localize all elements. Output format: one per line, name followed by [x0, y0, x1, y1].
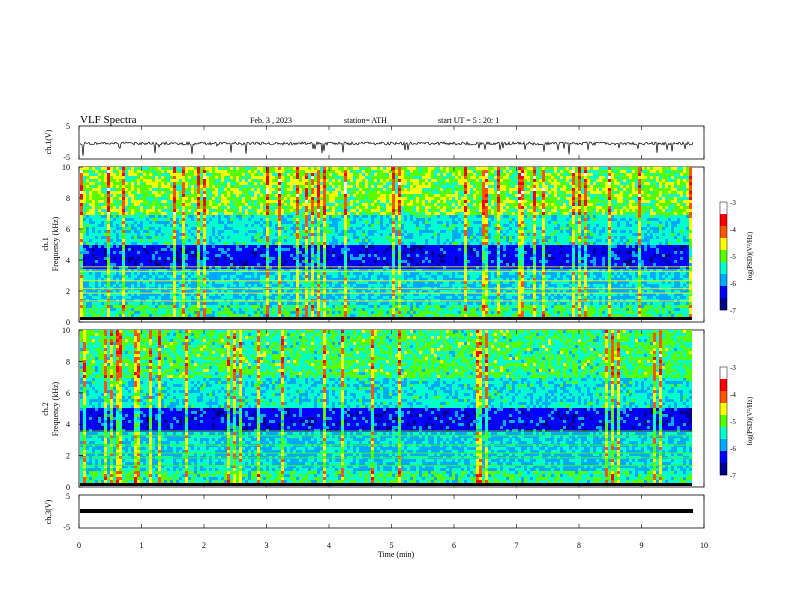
ch1-ytick-5: 5: [66, 122, 70, 131]
ch2-spectrogram-panel: 0 2 4 6 8 10 ch.2 Frequency (kHz) -3 -4 -5 -6 -7 l…: [41, 326, 754, 492]
colorbar-tick: -3: [730, 199, 736, 207]
ch1-ytick-neg5: -5: [63, 153, 70, 162]
x-axis-label: Time (min): [378, 550, 415, 559]
colorbar-tick: -4: [730, 391, 736, 399]
ch3-ytick-neg5: -5: [63, 523, 70, 532]
ch1-spectrogram-image: [80, 167, 693, 320]
spec-ytick: 6: [66, 225, 70, 234]
spec-ytick: 4: [66, 256, 70, 265]
colorbar-tick: -7: [730, 307, 736, 315]
x-tick-label: 6: [452, 541, 456, 550]
colorbar-tick: -5: [730, 253, 736, 261]
x-tick-label: 1: [140, 541, 144, 550]
date-label: Feb. 3 , 2023: [250, 116, 292, 125]
spec-ytick: 2: [66, 287, 70, 296]
ch1-waveform-ylabel: ch.1(V): [44, 129, 53, 154]
colorbar-label: log(PSD)(V²/Hz): [746, 396, 754, 445]
x-tick-label: 2: [202, 541, 206, 550]
ch1-spec-ylabel: Frequency (kHz): [51, 216, 60, 271]
colorbar-tick: -3: [730, 364, 736, 372]
ch2-spec-label: ch.2: [41, 402, 50, 416]
spec-ytick: 8: [66, 194, 70, 203]
x-tick-label: 4: [327, 541, 331, 550]
spec-ytick: 6: [66, 389, 70, 398]
ch3-ytick-5: 5: [66, 492, 70, 501]
colorbar-tick: -6: [730, 445, 736, 453]
spec-ytick: 0: [66, 483, 70, 492]
ch2-spec-ylabel: Frequency (kHz): [51, 381, 60, 436]
x-tick-label: 9: [640, 541, 644, 550]
colorbar-tick: -4: [730, 226, 736, 234]
colorbar-tick: -7: [730, 472, 736, 480]
colorbar-tick: -6: [730, 280, 736, 288]
x-tick-label: 5: [390, 541, 394, 550]
ch1-waveform-panel: 5 -5 ch.1(V): [44, 122, 704, 162]
ch1-spec-label: ch.1: [41, 237, 50, 251]
figure-title: VLF Spectra: [80, 114, 137, 126]
ch2-spectrogram-image: [80, 330, 693, 486]
ch2-colorbar: -3 -4 -5 -6 -7 log(PSD)(V²/Hz): [720, 364, 754, 480]
ch3-waveform-ylabel: ch.3(V): [44, 499, 53, 524]
ch3-waveform-panel: 5 -5 ch.3(V): [44, 492, 704, 532]
colorbar-tick: -5: [730, 418, 736, 426]
spec-ytick: 8: [66, 357, 70, 366]
x-tick-label: 10: [700, 541, 708, 550]
station-label: station= ATH: [344, 116, 387, 125]
spec-ytick: 10: [62, 326, 70, 335]
spec-ytick: 2: [66, 452, 70, 461]
x-tick-label: 7: [515, 541, 519, 550]
spec-ytick: 10: [62, 163, 70, 172]
spec-ytick: 4: [66, 420, 70, 429]
start-time-label: start UT = 5 : 20: 1: [438, 116, 499, 125]
ch1-colorbar: -3 -4 -5 -6 -7 log(PSD)(V²/Hz): [720, 199, 754, 315]
x-tick-label: 0: [77, 541, 81, 550]
x-tick-label: 3: [265, 541, 269, 550]
x-tick-label: 8: [577, 541, 581, 550]
colorbar-label: log(PSD)(V²/Hz): [746, 231, 754, 280]
